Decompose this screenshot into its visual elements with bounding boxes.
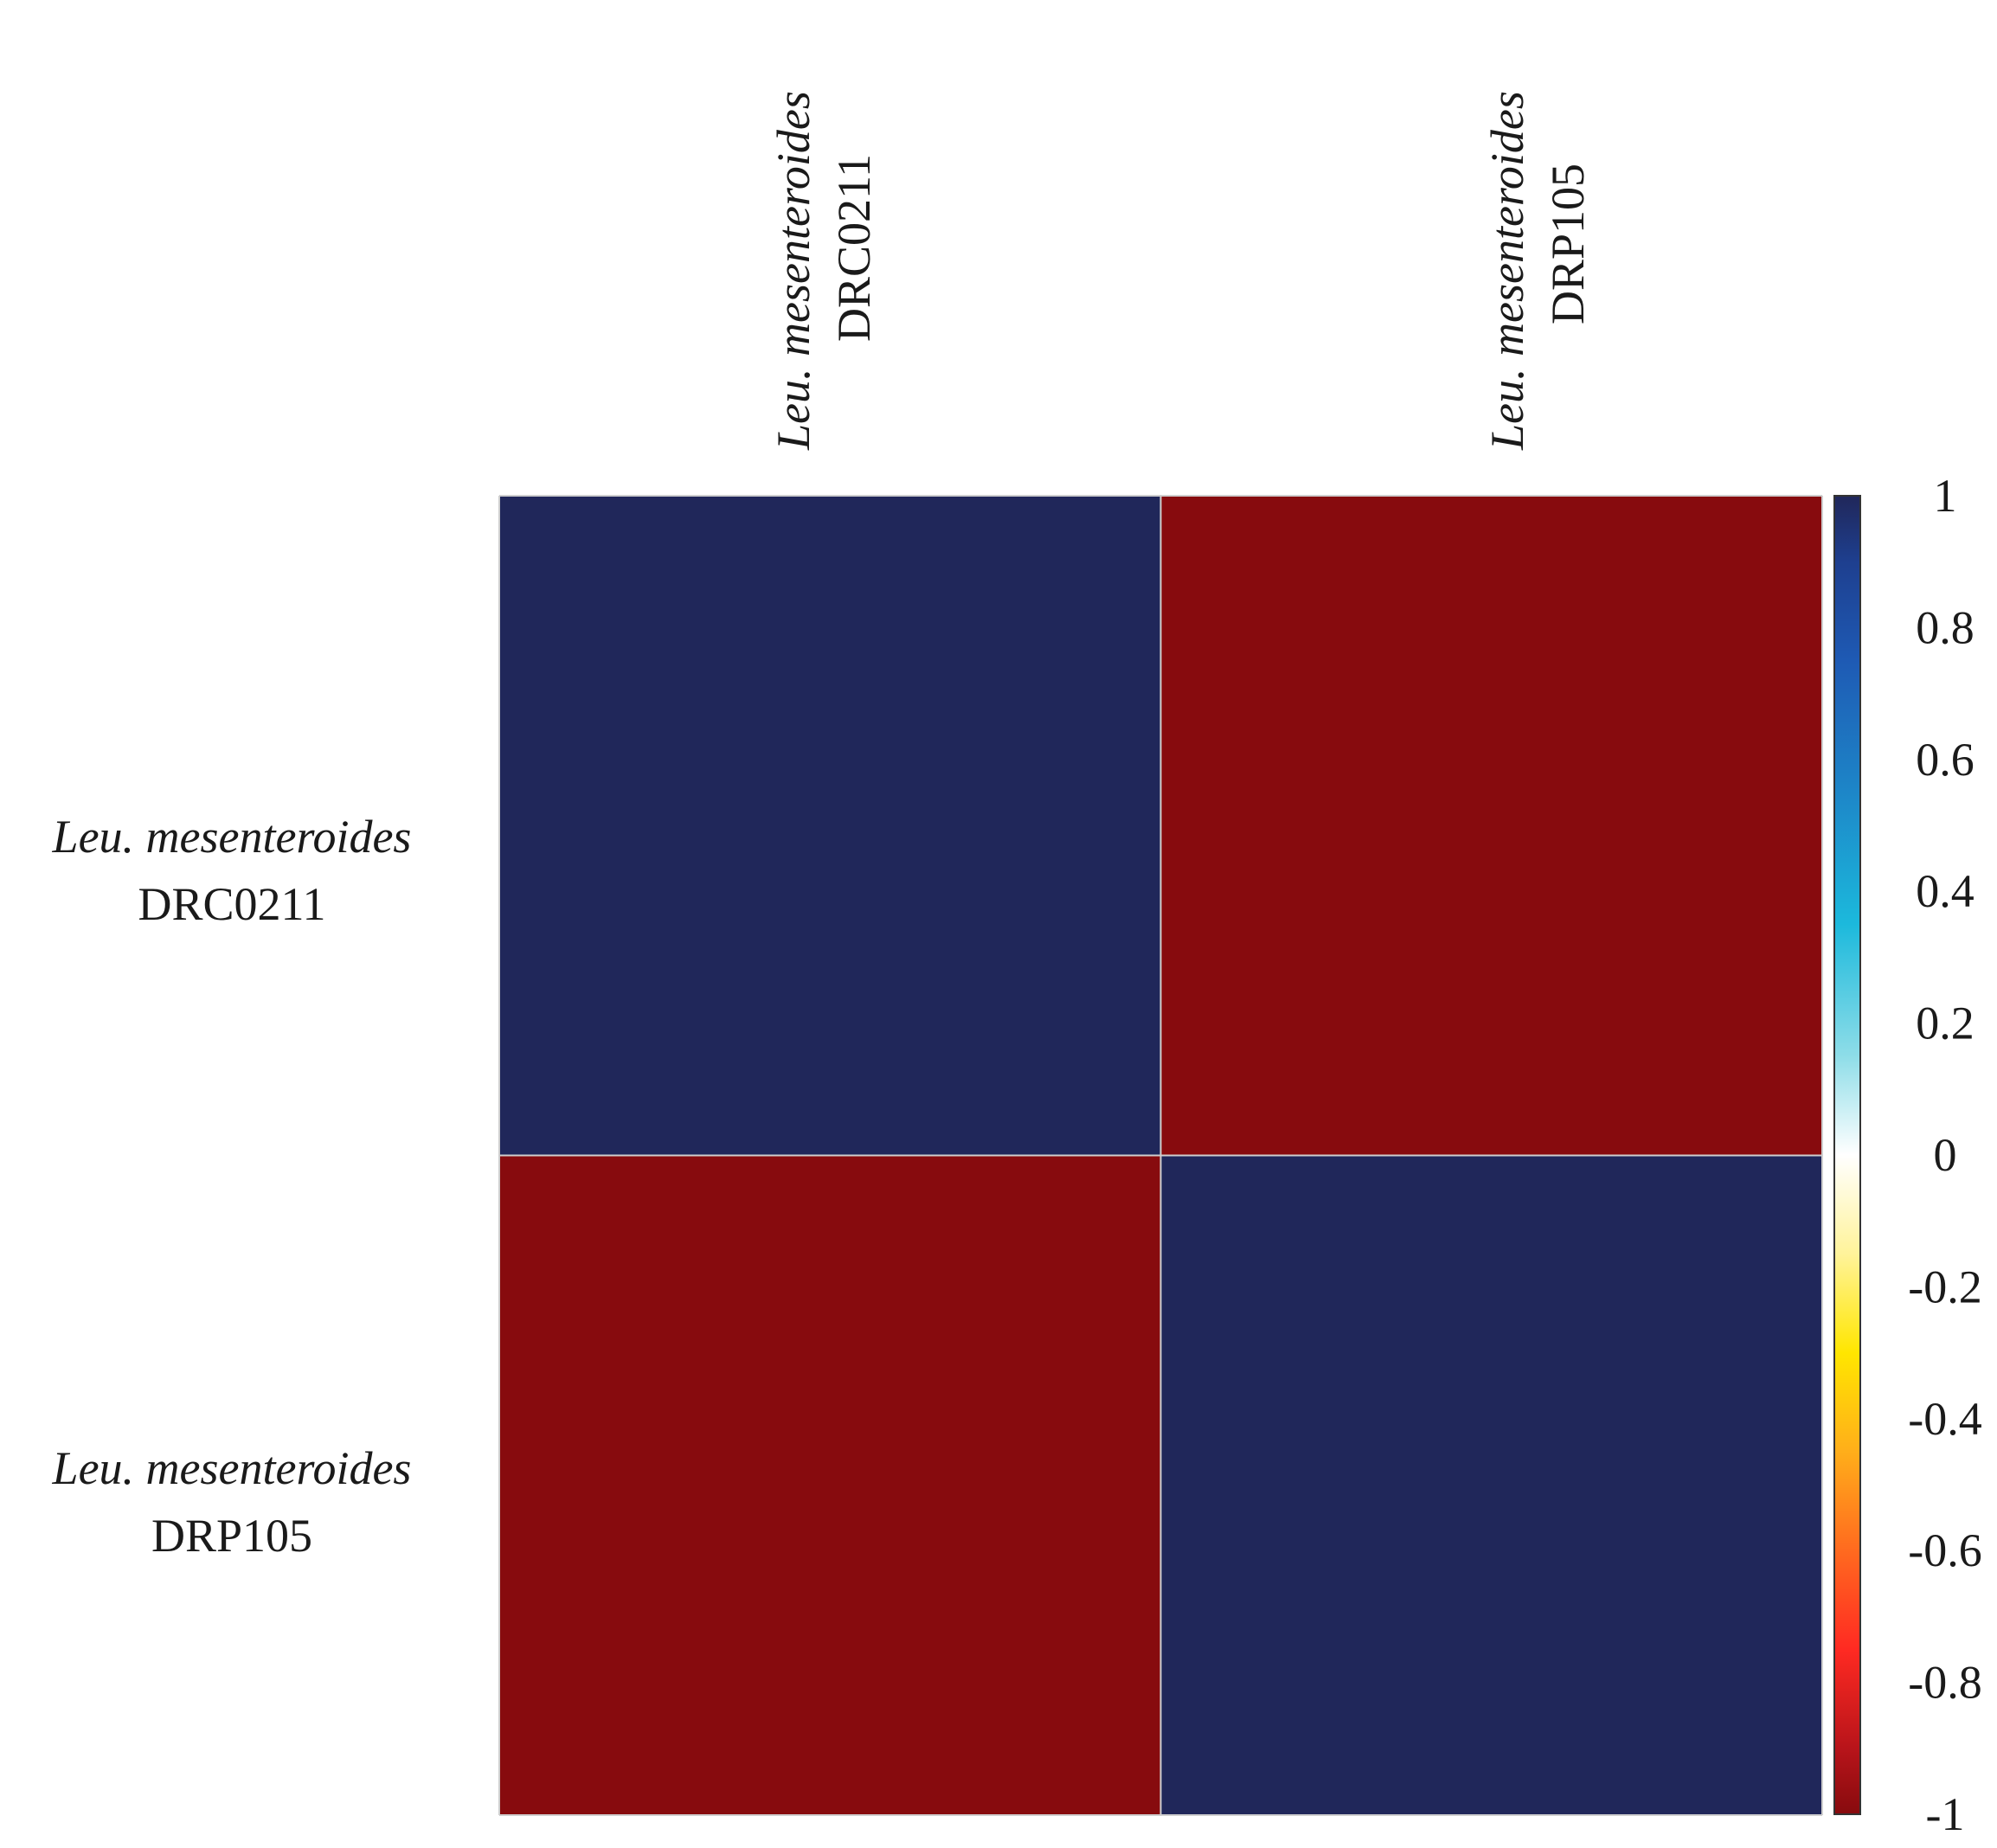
heatmap-cell-r2-c2 [1160,1155,1822,1815]
row-label-2: Leu. mesenteroides DRP105 [52,1442,412,1562]
row-label-1: Leu. mesenteroides DRC0211 [52,811,412,930]
heatmap-cell-r2-c1 [499,1155,1161,1815]
colorbar-tick-label: -0.4 [1908,1393,1981,1445]
colorbar-tick-label: -0.6 [1908,1524,1981,1576]
column-label-2-genus: Leu. mesenteroides [1481,91,1533,451]
colorbar-tick-label: 0.8 [1916,601,1975,653]
heatmap-cell-r1-c1 [499,496,1161,1156]
heatmap-gridlines [498,495,1823,1816]
colorbar-tick-label: 1 [1934,470,1957,522]
column-label-1: Leu. mesenteroides DRC0211 [767,91,880,451]
heatmap-cell-r1-c2 [1160,496,1822,1156]
colorbar-tick-label: 0 [1934,1129,1957,1181]
row-label-1-genus: Leu. mesenteroides [52,811,412,863]
colorbar-tick-label: 0.4 [1916,865,1975,917]
column-label-1-genus: Leu. mesenteroides [767,91,819,451]
column-label-2: Leu. mesenteroides DRP105 [1481,91,1594,451]
heatmap-cells [499,496,1822,1815]
row-label-1-strain: DRC0211 [138,878,325,930]
colorbar-tick-label: 0.2 [1916,998,1975,1049]
colorbar-tick-label: -1 [1926,1788,1965,1840]
colorbar [1833,495,1861,1815]
row-label-2-genus: Leu. mesenteroides [52,1442,412,1494]
colorbar-tick-label: -0.8 [1908,1657,1981,1709]
colorbar-tick-label: -0.2 [1908,1261,1981,1312]
colorbar-tick-labels: 1 0.8 0.6 0.4 0.2 0 -0.2 -0.4 -0.6 -0.8 -1 [1908,470,1981,1840]
column-label-1-strain: DRC0211 [828,154,880,342]
column-label-2-strain: DRP105 [1542,164,1594,324]
row-label-2-strain: DRP105 [151,1510,312,1562]
colorbar-tick-label: 0.6 [1916,734,1975,786]
